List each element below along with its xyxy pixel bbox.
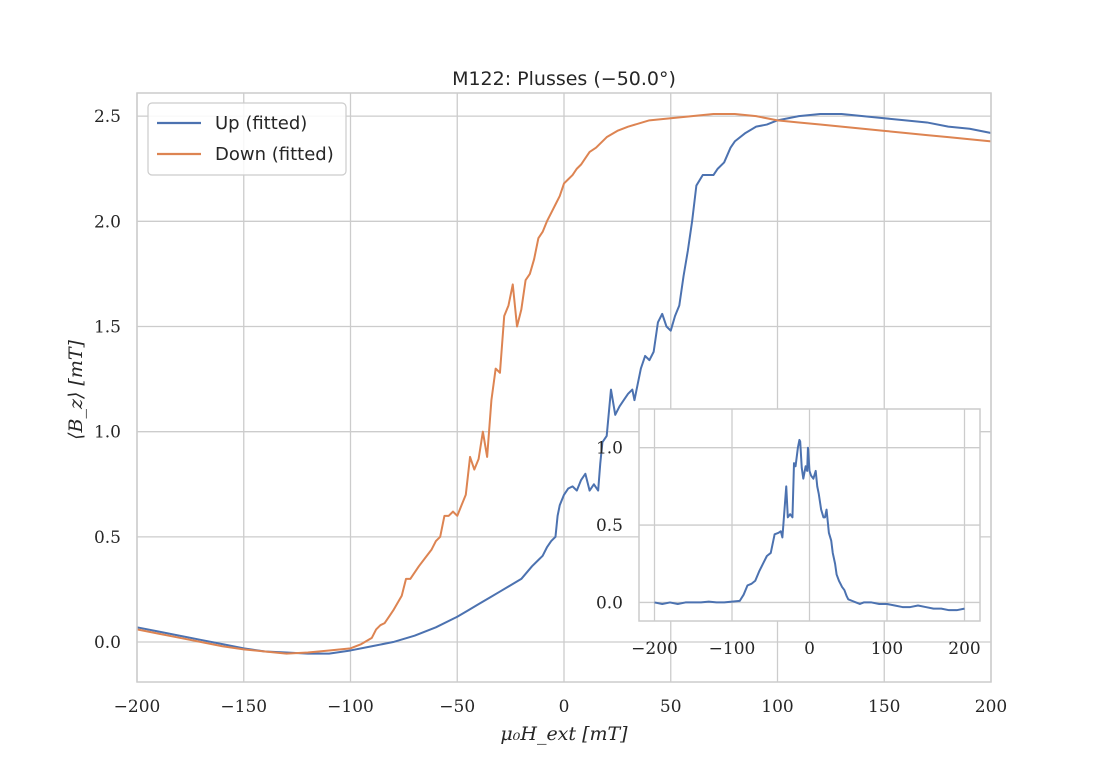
- inset-plot-frame: [638, 408, 981, 622]
- inset-lines: [654, 438, 965, 612]
- inset-y-ticks: 0.0 0.5 1.0: [596, 439, 623, 614]
- legend-label-down: Down (fitted): [215, 144, 334, 165]
- inset-x-tick-label: 100: [871, 639, 903, 659]
- inset-series-0-line: [654, 438, 965, 612]
- inset-x-tick-label: 0: [804, 639, 815, 659]
- main-y-tick-label: 0.0: [94, 633, 121, 653]
- inset-x-tick-label: −200: [631, 639, 678, 659]
- chart-title: M122: Plusses (−50.0°): [452, 68, 676, 90]
- main-plot-frame: [136, 92, 992, 683]
- inset-x-ticks: −200 −100 0 100 200: [631, 639, 981, 659]
- inset-x-tick-label: 200: [948, 639, 980, 659]
- main-x-tick-label: 50: [660, 697, 682, 717]
- main-x-tick-label: 150: [868, 697, 900, 717]
- main-x-tick-label: 200: [975, 697, 1007, 717]
- main-x-tick-label: −200: [114, 697, 161, 717]
- main-x-tick-label: −100: [327, 697, 374, 717]
- inset-y-tick-label: 0.0: [596, 593, 623, 613]
- main-x-tick-label: 100: [761, 697, 793, 717]
- y-axis-label: ⟨B_z⟩ [mT]: [65, 339, 87, 439]
- inset-x-tick-label: −100: [709, 639, 756, 659]
- inset-plot: −200 −100 0 100 200 0.0 0.5 1.0: [596, 408, 981, 659]
- inset-y-tick-label: 0.5: [596, 516, 623, 536]
- main-x-tick-label: 0: [559, 697, 570, 717]
- legend-label-up: Up (fitted): [215, 113, 307, 134]
- main-series-up-fitted-line: [136, 113, 992, 655]
- main-y-tick-label: 2.5: [94, 107, 121, 127]
- main-y-tick-label: 0.5: [94, 528, 121, 548]
- main-x-tick-label: −150: [220, 697, 267, 717]
- main-series-down-fitted-line: [136, 113, 992, 655]
- main-y-ticks: 0.0 0.5 1.0 1.5 2.0 2.5: [94, 107, 121, 653]
- main-x-tick-label: −50: [439, 697, 475, 717]
- legend-box: [147, 102, 347, 176]
- main-y-tick-label: 2.0: [94, 212, 121, 232]
- main-y-tick-label: 1.5: [94, 317, 121, 337]
- inset-y-tick-label: 1.0: [596, 439, 623, 459]
- main-lines: [136, 113, 992, 655]
- x-axis-label: μ₀H_ext [mT]: [500, 723, 628, 745]
- main-y-tick-label: 1.0: [94, 423, 121, 443]
- legend: Up (fitted) Down (fitted): [147, 102, 347, 176]
- main-x-ticks: −200 −150 −100 −50 0 50 100 150 200: [114, 697, 1008, 717]
